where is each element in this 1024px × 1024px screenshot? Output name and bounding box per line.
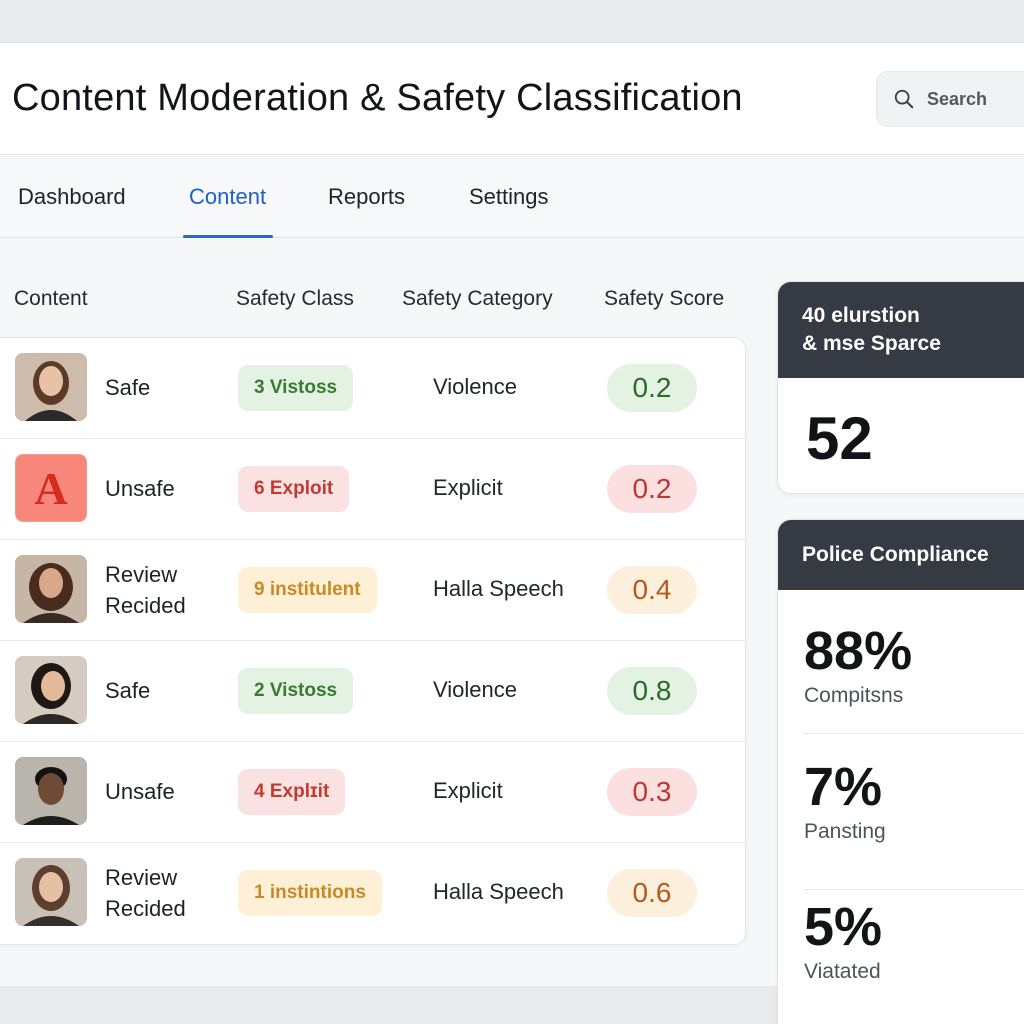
tab-reports[interactable]: Reports (328, 184, 406, 209)
page-title: Content Moderation & Safety Classificati… (12, 77, 743, 119)
summary-card-value: 52 (806, 405, 873, 472)
safety-score-pill: 0.4 (607, 566, 697, 614)
safety-score-pill: 0.6 (607, 869, 697, 917)
search-input[interactable] (927, 88, 1024, 110)
compliance-metric: 88% Compitsns (804, 620, 1024, 734)
safety-score-pill: 0.2 (607, 465, 697, 513)
tab-settings[interactable]: Settings (469, 184, 549, 209)
row-status: Unsafe (105, 476, 175, 501)
column-header-safety-category: Safety Category (402, 287, 553, 310)
tab-bar: Dashboard Content Reports Settings (0, 156, 1024, 238)
compliance-metric: 5% Viatated (804, 897, 883, 983)
safety-category: Halla Speech (433, 576, 564, 601)
table-row[interactable]: Safe 3 Vistoss Violence 0.2 (0, 338, 745, 439)
safety-category: Violence (433, 374, 517, 399)
row-status: Safe (105, 678, 151, 703)
content-table: Safe 3 Vistoss Violence 0.2 A Unsafe 6 E… (0, 337, 746, 945)
row-status: Safe (105, 375, 151, 400)
photo-avatar (15, 353, 87, 421)
table-row[interactable]: A Unsafe 6 Exploit Explicit 0.2 (0, 439, 745, 540)
app-window: Content Moderation & Safety Classificati… (0, 42, 1024, 1024)
safety-score-pill: 0.8 (607, 667, 697, 715)
safety-category: Explicit (433, 475, 503, 500)
column-header-safety-class: Safety Class (236, 287, 354, 310)
safety-class-badge: 2 Vistoss (238, 668, 354, 714)
safety-score-pill: 0.2 (607, 364, 697, 412)
safety-score-pill: 0.3 (607, 768, 697, 816)
page-header: Content Moderation & Safety Classificati… (0, 43, 1024, 155)
photo-avatar (15, 656, 87, 724)
photo-avatar (15, 858, 87, 926)
photo-avatar (15, 555, 87, 623)
column-header-content: Content (14, 287, 88, 310)
safety-class-badge: 3 Vistoss (238, 365, 354, 411)
table-row[interactable]: Review Recided 9 institulent Halla Speec… (0, 540, 745, 641)
policy-compliance-card: Police Compliance 88% Compitsns 7% Panst… (777, 519, 1024, 1024)
summary-card: 40 elurstion & mse Sparce 52 (777, 281, 1024, 494)
table-row[interactable]: Review Recided 1 instintions Halla Speec… (0, 843, 745, 944)
safety-class-badge: 9 institulent (238, 567, 377, 613)
safety-category: Explicit (433, 778, 503, 803)
safety-category: Violence (433, 677, 517, 702)
column-header-safety-score: Safety Score (604, 287, 725, 310)
safety-category: Halla Speech (433, 879, 564, 904)
letter-a-avatar: A (15, 454, 87, 522)
active-tab-indicator (183, 235, 273, 238)
row-status: Unsafe (105, 779, 175, 804)
safety-class-badge: 6 Exploit (238, 466, 350, 512)
table-row[interactable]: Safe 2 Vistoss Violence 0.8 (0, 641, 745, 742)
search-icon (894, 89, 914, 109)
compliance-card-header: Police Compliance (778, 520, 1024, 590)
safety-class-badge: 4 Explɪit (238, 769, 346, 815)
tab-dashboard[interactable]: Dashboard (18, 184, 126, 209)
photo-avatar (15, 757, 87, 825)
compliance-metric: 7% Pansting (804, 756, 1024, 890)
row-status: Review Recided (105, 562, 186, 618)
row-status: Review Recided (105, 865, 186, 921)
tab-content[interactable]: Content (189, 184, 267, 209)
table-row[interactable]: Unsafe 4 Explɪit Explicit 0.3 (0, 742, 745, 843)
search-box[interactable] (876, 71, 1024, 127)
safety-class-badge: 1 instintions (238, 870, 382, 916)
summary-card-header: 40 elurstion & mse Sparce (778, 282, 1024, 378)
